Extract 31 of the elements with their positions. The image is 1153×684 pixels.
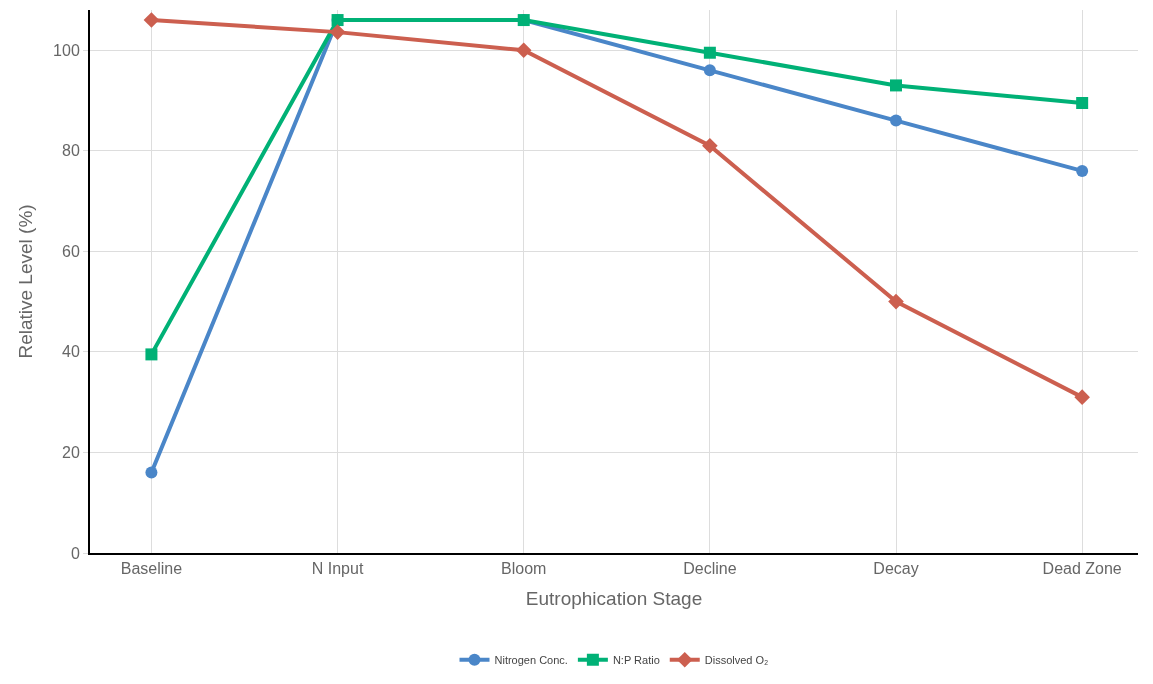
legend-label: Dissolved O₂ [704,654,769,667]
point [143,12,160,28]
x-tick-label: Bloom [501,560,547,578]
y-tick-label: 60 [62,242,80,260]
x-tick-label: Baseline [120,560,183,578]
x-axis-title: Eutrophication Stage [525,587,703,609]
x-tick-label: Decline [683,560,737,578]
point [1076,164,1089,177]
point [145,348,158,361]
x-tick-label: Decay [873,560,919,578]
point [890,79,903,92]
y-tick-label: 40 [62,343,80,361]
legend-label: Nitrogen Conc. [494,654,568,667]
point [145,466,158,479]
y-tick-label: 80 [62,142,80,160]
point [515,42,532,59]
point [702,137,718,154]
point [888,293,904,310]
point [703,64,716,77]
y-tick-label: 0 [70,544,80,562]
point [703,46,716,59]
point [890,114,903,127]
point [329,24,346,40]
y-axis-title: Relative Level (%) [15,204,37,359]
x-tick-label: Dead Zone [1042,560,1122,578]
legend-label: N:P Ratio [612,654,660,667]
y-tick-label: 20 [62,444,80,462]
point [1074,389,1090,405]
point [1076,97,1089,110]
y-tick-label: 100 [53,41,80,59]
x-tick-label: N Input [311,560,364,578]
